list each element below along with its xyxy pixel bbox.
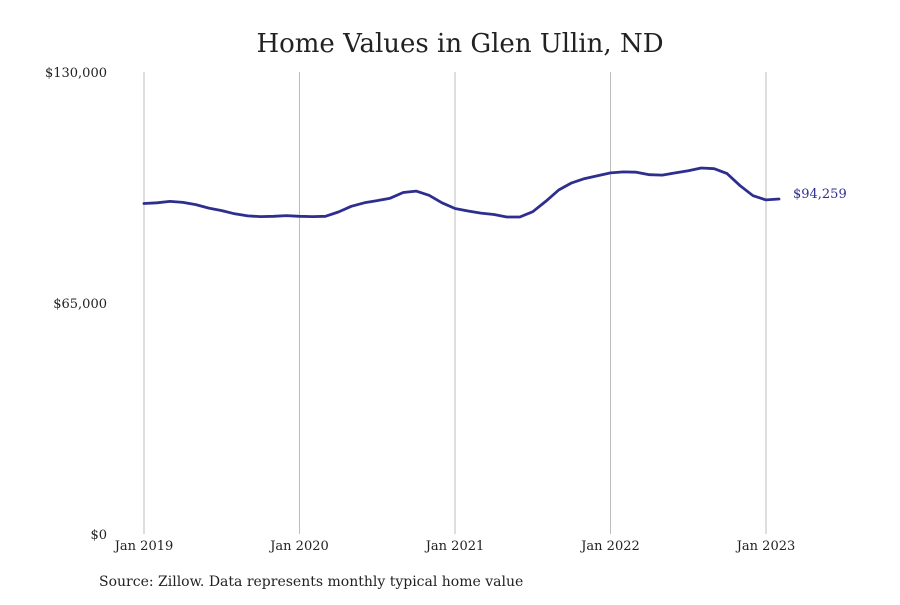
chart-title: Home Values in Glen Ullin, ND — [256, 29, 663, 59]
end-value-label: $94,259 — [793, 187, 847, 202]
x-gridlines — [143, 72, 767, 534]
x-tick-label: Jan 2022 — [579, 539, 640, 554]
x-tick-label: Jan 2023 — [735, 539, 796, 554]
series-layer — [142, 166, 781, 219]
x-axis-tick-labels: Jan 2019 Jan 2020 Jan 2021 Jan 2022 Jan 2023 — [113, 539, 796, 554]
y-tick-label: $130,000 — [45, 66, 107, 81]
x-tick-label: Jan 2021 — [424, 539, 485, 554]
x-tick-label: Jan 2020 — [268, 539, 329, 554]
series-line — [142, 166, 781, 219]
source-note: Source: Zillow. Data represents monthly … — [99, 574, 523, 590]
y-axis-tick-labels: $0 $65,000 $130,000 — [45, 66, 107, 543]
x-tick-label: Jan 2019 — [113, 539, 174, 554]
y-tick-label: $0 — [90, 528, 107, 543]
y-tick-label: $65,000 — [53, 297, 107, 312]
